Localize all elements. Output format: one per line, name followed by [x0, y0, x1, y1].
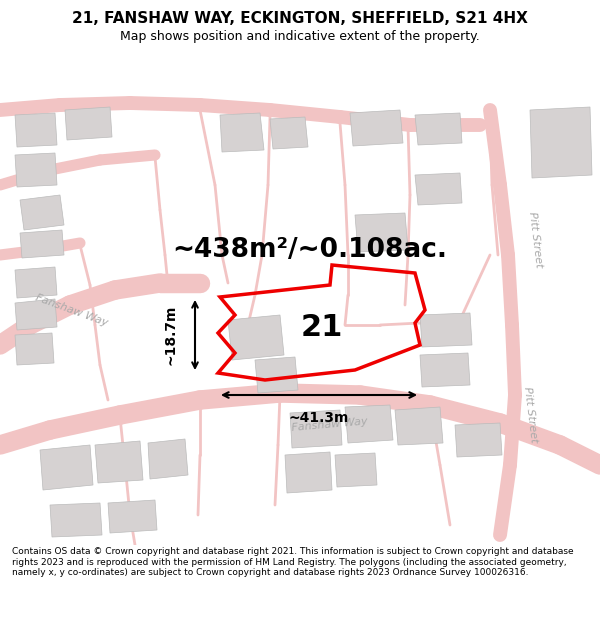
Polygon shape — [50, 503, 102, 537]
Text: Map shows position and indicative extent of the property.: Map shows position and indicative extent… — [120, 30, 480, 43]
Text: ~18.7m: ~18.7m — [163, 305, 177, 365]
Text: Pitt Street: Pitt Street — [527, 211, 544, 269]
Text: Pitt Street: Pitt Street — [521, 386, 538, 444]
Polygon shape — [20, 195, 64, 230]
Text: ~438m²/~0.108ac.: ~438m²/~0.108ac. — [173, 237, 448, 263]
Polygon shape — [455, 423, 502, 457]
Polygon shape — [420, 353, 470, 387]
Text: Contains OS data © Crown copyright and database right 2021. This information is : Contains OS data © Crown copyright and d… — [12, 548, 574, 578]
Polygon shape — [220, 113, 264, 152]
Polygon shape — [15, 333, 54, 365]
Polygon shape — [20, 230, 64, 258]
Polygon shape — [15, 153, 57, 187]
Text: 21: 21 — [301, 312, 343, 341]
Polygon shape — [285, 452, 332, 493]
Polygon shape — [95, 441, 143, 483]
Polygon shape — [148, 439, 188, 479]
Polygon shape — [345, 405, 393, 443]
Text: 21, FANSHAW WAY, ECKINGTON, SHEFFIELD, S21 4HX: 21, FANSHAW WAY, ECKINGTON, SHEFFIELD, S… — [72, 11, 528, 26]
Polygon shape — [335, 453, 377, 487]
Polygon shape — [15, 113, 57, 147]
Polygon shape — [415, 113, 462, 145]
Polygon shape — [108, 500, 157, 533]
Polygon shape — [395, 407, 443, 445]
Polygon shape — [255, 357, 298, 393]
Polygon shape — [15, 299, 57, 330]
Text: Fanshaw Way: Fanshaw Way — [292, 417, 368, 433]
Polygon shape — [420, 313, 472, 347]
Polygon shape — [355, 213, 408, 252]
Polygon shape — [228, 315, 284, 360]
Polygon shape — [350, 110, 403, 146]
Polygon shape — [270, 117, 308, 149]
Polygon shape — [15, 267, 57, 298]
Text: ~41.3m: ~41.3m — [289, 411, 349, 425]
Polygon shape — [530, 107, 592, 178]
Polygon shape — [415, 173, 462, 205]
Polygon shape — [65, 107, 112, 140]
Text: Fanshaw Way: Fanshaw Way — [34, 292, 110, 328]
Polygon shape — [40, 445, 93, 490]
Polygon shape — [290, 410, 342, 448]
